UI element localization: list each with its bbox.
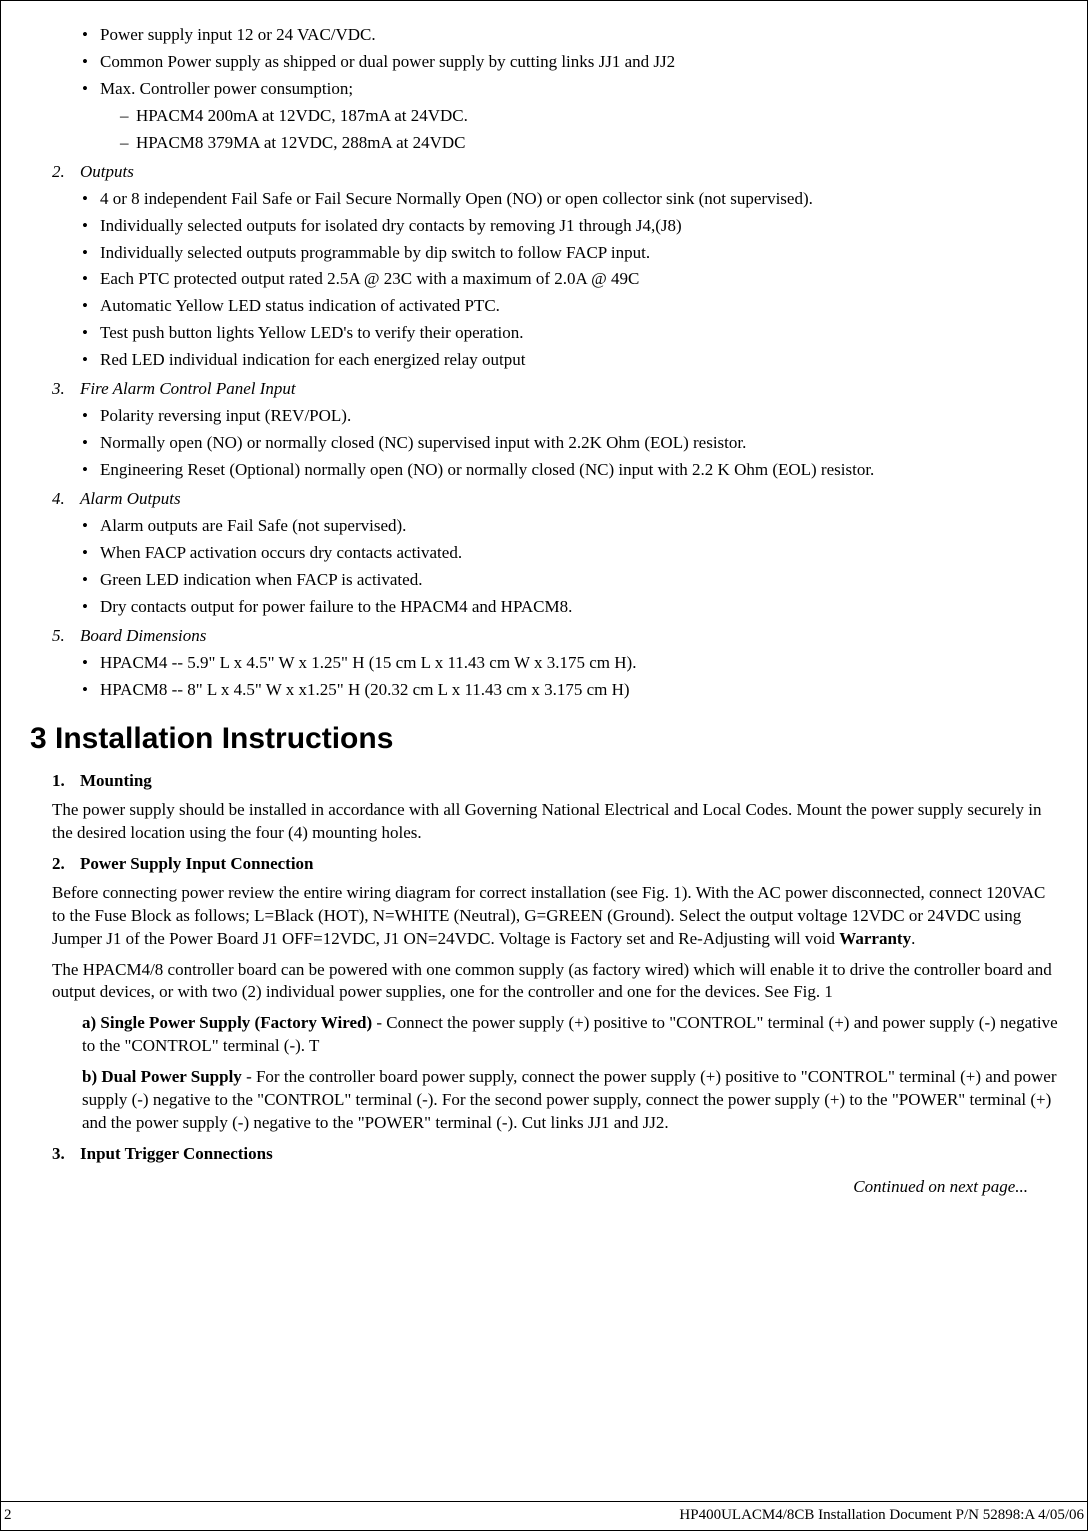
section-3-heading: 3 Installation Instructions [30, 719, 1058, 760]
footer: 2 HP400ULACM4/8CB Installation Document … [0, 1501, 1088, 1525]
spec-head: 3.Fire Alarm Control Panel Input [52, 378, 1058, 401]
bullet: Automatic Yellow LED status indication o… [82, 295, 1058, 318]
bullet: Dry contacts output for power failure to… [82, 596, 1058, 619]
bullet: HPACM4 -- 5.9" L x 4.5" W x 1.25" H (15 … [82, 652, 1058, 675]
bullets: Polarity reversing input (REV/POL). Norm… [82, 405, 1058, 482]
step-title: Mounting [80, 771, 152, 790]
bullet: Alarm outputs are Fail Safe (not supervi… [82, 515, 1058, 538]
bullet: Individually selected outputs for isolat… [82, 215, 1058, 238]
step-num: 1. [52, 770, 80, 793]
p2a-tail: . [911, 929, 915, 948]
intro-bullets: Power supply input 12 or 24 VAC/VDC. Com… [82, 24, 1058, 155]
bullets: 4 or 8 independent Fail Safe or Fail Sec… [82, 188, 1058, 373]
spec-intro: Power supply input 12 or 24 VAC/VDC. Com… [52, 24, 1058, 155]
bullet: Test push button lights Yellow LED's to … [82, 322, 1058, 345]
step-title: Input Trigger Connections [80, 1144, 273, 1163]
spec-head: 5.Board Dimensions [52, 625, 1058, 648]
step-num: 3. [52, 1143, 80, 1166]
bullet: When FACP activation occurs dry contacts… [82, 542, 1058, 565]
page-number: 2 [4, 1505, 12, 1525]
bullet: Green LED indication when FACP is activa… [82, 569, 1058, 592]
step-1-body: The power supply should be installed in … [52, 799, 1058, 845]
spec-item-3: 3.Fire Alarm Control Panel Input Polarit… [52, 378, 1058, 482]
bullet: Polarity reversing input (REV/POL). [82, 405, 1058, 428]
spec-title: Fire Alarm Control Panel Input [80, 379, 296, 398]
spec-num: 3. [52, 378, 80, 401]
intro-dashes: HPACM4 200mA at 12VDC, 187mA at 24VDC. H… [120, 105, 1058, 155]
bullet-text: Max. Controller power consumption; [100, 79, 353, 98]
bullet: Engineering Reset (Optional) normally op… [82, 459, 1058, 482]
bullet: 4 or 8 independent Fail Safe or Fail Sec… [82, 188, 1058, 211]
spec-title: Outputs [80, 162, 134, 181]
sub-a: a) Single Power Supply (Factory Wired) -… [82, 1012, 1058, 1058]
bullet: HPACM8 -- 8" L x 4.5" W x x1.25" H (20.3… [82, 679, 1058, 702]
continued: Continued on next page... [30, 1176, 1028, 1199]
sub-b-label: b) Dual Power Supply [82, 1067, 242, 1086]
sub-a-label: a) Single Power Supply (Factory Wired) [82, 1013, 372, 1032]
spec-item-2: 2.Outputs 4 or 8 independent Fail Safe o… [52, 161, 1058, 373]
bullet: Red LED individual indication for each e… [82, 349, 1058, 372]
bullet: Common Power supply as shipped or dual p… [82, 51, 1058, 74]
step-title: Power Supply Input Connection [80, 854, 314, 873]
bullet: Max. Controller power consumption; HPACM… [82, 78, 1058, 155]
bullet: Individually selected outputs programmab… [82, 242, 1058, 265]
step-3-head: 3.Input Trigger Connections [52, 1143, 1058, 1166]
dash-item: HPACM8 379MA at 12VDC, 288mA at 24VDC [120, 132, 1058, 155]
step-2-head: 2.Power Supply Input Connection [52, 853, 1058, 876]
spec-list: Power supply input 12 or 24 VAC/VDC. Com… [52, 24, 1058, 701]
spec-title: Alarm Outputs [80, 489, 181, 508]
step-2-body-b: The HPACM4/8 controller board can be pow… [52, 959, 1058, 1005]
bullet: Each PTC protected output rated 2.5A @ 2… [82, 268, 1058, 291]
spec-num: 4. [52, 488, 80, 511]
bullets: HPACM4 -- 5.9" L x 4.5" W x 1.25" H (15 … [82, 652, 1058, 702]
step-num: 2. [52, 853, 80, 876]
spec-head: 2.Outputs [52, 161, 1058, 184]
bullets: Alarm outputs are Fail Safe (not supervi… [82, 515, 1058, 619]
sub-b: b) Dual Power Supply - For the controlle… [82, 1066, 1058, 1135]
spec-num: 5. [52, 625, 80, 648]
dash-item: HPACM4 200mA at 12VDC, 187mA at 24VDC. [120, 105, 1058, 128]
spec-item-5: 5.Board Dimensions HPACM4 -- 5.9" L x 4.… [52, 625, 1058, 702]
doc-id: HP400ULACM4/8CB Installation Document P/… [679, 1505, 1084, 1525]
bullet: Normally open (NO) or normally closed (N… [82, 432, 1058, 455]
step-1-head: 1.Mounting [52, 770, 1058, 793]
spec-head: 4.Alarm Outputs [52, 488, 1058, 511]
spec-num: 2. [52, 161, 80, 184]
warranty-bold: Warranty [839, 929, 911, 948]
spec-item-4: 4.Alarm Outputs Alarm outputs are Fail S… [52, 488, 1058, 619]
bullet: Power supply input 12 or 24 VAC/VDC. [82, 24, 1058, 47]
spec-title: Board Dimensions [80, 626, 206, 645]
step-2-body-a: Before connecting power review the entir… [52, 882, 1058, 951]
